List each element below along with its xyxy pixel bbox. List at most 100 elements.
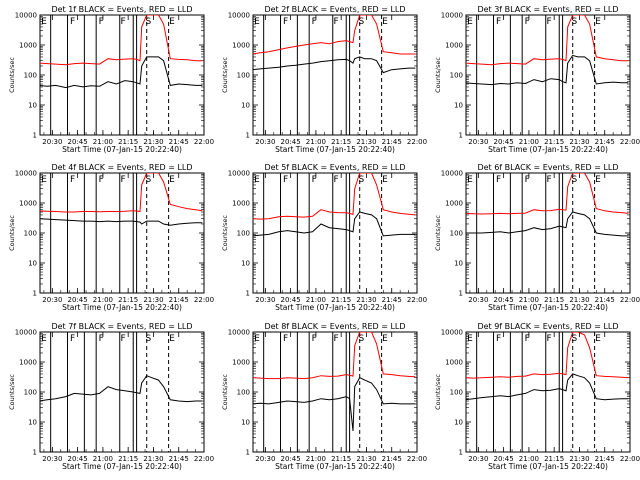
y-axis-label: Counts/sec bbox=[221, 374, 229, 410]
segment-marker-label: E bbox=[169, 334, 175, 344]
x-tick-label: 22:00 bbox=[620, 138, 640, 146]
x-tick-label: 21:15 bbox=[544, 138, 564, 146]
x-tick-label: 21:45 bbox=[595, 138, 615, 146]
segment-marker-label: E bbox=[254, 334, 260, 344]
x-tick-label: 22:00 bbox=[620, 455, 640, 463]
segment-marker-label: S bbox=[572, 17, 578, 27]
y-tick-label: 100 bbox=[237, 389, 250, 397]
segment-marker-label: F bbox=[496, 17, 501, 27]
x-tick-label: 21:30 bbox=[569, 455, 589, 463]
segment-marker-label: F bbox=[121, 334, 126, 344]
x-tick-label: 21:15 bbox=[544, 455, 564, 463]
segment-marker-label: F bbox=[547, 175, 552, 185]
segment-marker-label: E bbox=[41, 334, 47, 344]
segment-marker-label: E bbox=[382, 175, 388, 185]
x-tick-label: 21:15 bbox=[331, 455, 351, 463]
lld-series-line bbox=[253, 15, 416, 55]
segment-marker-label: F bbox=[283, 334, 288, 344]
y-tick-label: 10 bbox=[454, 419, 463, 427]
x-axis-label: Start Time (07-Jan-15 20:22:40) bbox=[275, 303, 395, 312]
events-series-line bbox=[40, 218, 203, 226]
x-tick-label: 21:30 bbox=[356, 296, 376, 304]
y-tick-label: 1 bbox=[33, 132, 37, 140]
y-tick-label: 100 bbox=[237, 72, 250, 80]
segment-marker-label: S bbox=[146, 17, 152, 27]
y-tick-label: 1 bbox=[246, 449, 250, 457]
x-tick-label: 20:45 bbox=[281, 138, 301, 146]
x-axis-label: Start Time (07-Jan-15 20:22:40) bbox=[488, 303, 608, 312]
y-axis-label: Counts/sec bbox=[8, 374, 16, 410]
x-tick-label: 20:30 bbox=[468, 296, 488, 304]
x-tick-label: 21:45 bbox=[169, 138, 189, 146]
y-axis-label: Counts/sec bbox=[8, 57, 16, 93]
y-tick-label: 10000 bbox=[441, 170, 463, 178]
x-tick-label: 20:45 bbox=[68, 455, 88, 463]
events-series-line bbox=[40, 56, 203, 89]
x-tick-label: 21:15 bbox=[544, 296, 564, 304]
segment-marker-label: E bbox=[595, 17, 601, 27]
segment-marker-label: S bbox=[359, 17, 365, 27]
segment-marker-label: E bbox=[169, 17, 175, 27]
x-tick-label: 21:45 bbox=[382, 296, 402, 304]
segment-marker-label: E bbox=[595, 334, 601, 344]
x-tick-label: 20:45 bbox=[281, 455, 301, 463]
x-tick-label: 21:30 bbox=[143, 455, 163, 463]
y-tick-label: 1000 bbox=[232, 42, 250, 50]
segment-marker-label: F bbox=[312, 17, 317, 27]
segment-marker-label: E bbox=[41, 175, 47, 185]
y-tick-label: 10 bbox=[241, 260, 250, 268]
x-tick-label: 22:00 bbox=[194, 296, 214, 304]
detector-plot-9: Det 9f BLACK = Events, RED = LLD 1 10 100 10… bbox=[434, 322, 640, 471]
plot-title: Det 5f BLACK = Events, RED = LLD bbox=[264, 163, 405, 172]
segment-marker-label: F bbox=[70, 334, 75, 344]
x-tick-label: 21:30 bbox=[569, 296, 589, 304]
events-series-line bbox=[466, 373, 629, 401]
x-tick-label: 20:30 bbox=[255, 455, 275, 463]
detector-plot-8: Det 8f BLACK = Events, RED = LLD 1 10 100 10… bbox=[221, 322, 427, 471]
segment-marker-label: E bbox=[382, 334, 388, 344]
y-tick-label: 1000 bbox=[445, 42, 463, 50]
detector-plot-4: Det 4f BLACK = Events, RED = LLD 1 10 100 10… bbox=[8, 163, 214, 312]
lld-series-line bbox=[253, 332, 416, 380]
y-tick-label: 10 bbox=[241, 419, 250, 427]
segment-marker-label: F bbox=[525, 175, 530, 185]
y-axis-label: Counts/sec bbox=[221, 57, 229, 93]
x-tick-label: 21:45 bbox=[169, 296, 189, 304]
x-tick-label: 21:45 bbox=[169, 455, 189, 463]
x-tick-label: 21:30 bbox=[143, 138, 163, 146]
x-axis-label: Start Time (07-Jan-15 20:22:40) bbox=[275, 145, 395, 154]
segment-marker-label: E bbox=[169, 175, 175, 185]
detector-plot-5: Det 5f BLACK = Events, RED = LLD 1 10 100 10… bbox=[221, 163, 427, 312]
x-tick-label: 20:45 bbox=[68, 296, 88, 304]
y-tick-label: 10 bbox=[241, 102, 250, 110]
x-tick-label: 20:45 bbox=[494, 455, 514, 463]
y-tick-label: 10000 bbox=[228, 329, 250, 337]
x-tick-label: 21:45 bbox=[382, 455, 402, 463]
y-tick-label: 1000 bbox=[232, 359, 250, 367]
segment-marker-label: S bbox=[572, 334, 578, 344]
x-tick-label: 21:15 bbox=[118, 296, 138, 304]
x-axis-label: Start Time (07-Jan-15 20:22:40) bbox=[275, 462, 395, 471]
segment-marker-label: E bbox=[467, 17, 473, 27]
x-tick-label: 20:45 bbox=[494, 138, 514, 146]
y-axis-label: Counts/sec bbox=[221, 215, 229, 251]
x-tick-label: 20:45 bbox=[281, 296, 301, 304]
plot-title: Det 8f BLACK = Events, RED = LLD bbox=[264, 322, 405, 331]
lld-series-line bbox=[466, 15, 629, 66]
x-tick-label: 20:30 bbox=[42, 455, 62, 463]
y-tick-label: 1 bbox=[246, 132, 250, 140]
segment-marker-label: E bbox=[382, 17, 388, 27]
y-tick-label: 10 bbox=[28, 419, 37, 427]
lld-series-line bbox=[253, 173, 416, 220]
x-tick-label: 22:00 bbox=[407, 455, 427, 463]
x-tick-label: 21:30 bbox=[356, 138, 376, 146]
segment-marker-label: E bbox=[41, 17, 47, 27]
segment-marker-label: F bbox=[99, 175, 104, 185]
lld-series-line bbox=[466, 173, 629, 215]
segment-marker-label: F bbox=[525, 17, 530, 27]
x-tick-label: 22:00 bbox=[194, 455, 214, 463]
detector-plot-3: Det 3f BLACK = Events, RED = LLD 1 10 100 10… bbox=[434, 5, 640, 154]
events-series-line bbox=[253, 377, 416, 432]
x-tick-label: 21:45 bbox=[382, 138, 402, 146]
